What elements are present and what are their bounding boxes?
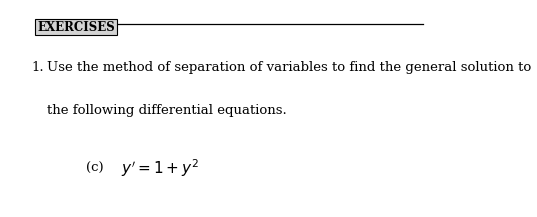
Text: $y' = 1 + y^2$: $y' = 1 + y^2$ [121, 158, 200, 179]
Text: Use the method of separation of variables to find the general solution to: Use the method of separation of variable… [47, 61, 531, 74]
Text: (c): (c) [85, 162, 103, 175]
Text: EXERCISES: EXERCISES [37, 21, 115, 34]
Text: the following differential equations.: the following differential equations. [47, 104, 287, 117]
Text: 1.: 1. [32, 61, 45, 74]
